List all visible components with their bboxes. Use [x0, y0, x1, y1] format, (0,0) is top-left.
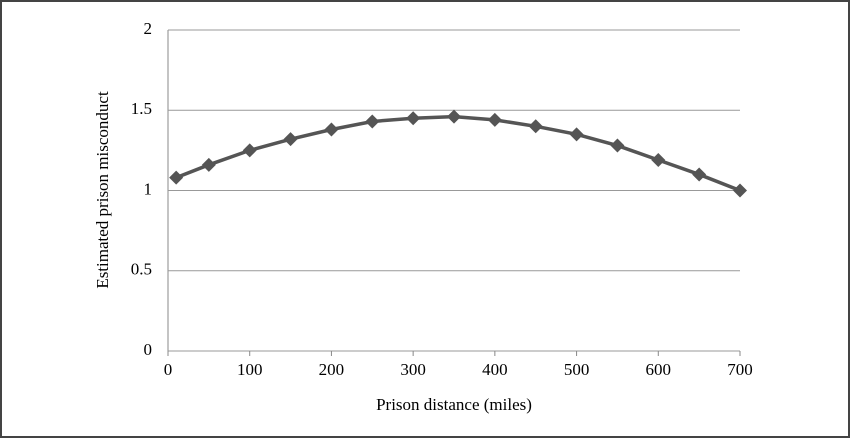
x-tick-label: 500: [564, 360, 590, 379]
x-tick-label: 400: [482, 360, 508, 379]
x-tick-label: 200: [319, 360, 345, 379]
y-axis-label: Estimated prison misconduct: [93, 91, 112, 289]
y-tick-label: 1.5: [131, 99, 152, 118]
marker: [324, 122, 339, 137]
y-tick-label: 1: [144, 179, 153, 198]
marker: [447, 109, 461, 124]
marker: [569, 127, 584, 142]
x-tick-label: 600: [646, 360, 672, 379]
marker: [528, 119, 543, 134]
x-axis-label: Prison distance (miles): [376, 395, 532, 414]
x-tick-label: 700: [727, 360, 753, 379]
y-tick-label: 0: [144, 340, 153, 359]
marker: [201, 157, 216, 172]
marker: [651, 153, 666, 168]
marker: [487, 112, 502, 127]
marker: [169, 170, 184, 185]
marker: [692, 167, 707, 182]
y-tick-label: 2: [144, 19, 153, 38]
x-tick-label: 100: [237, 360, 263, 379]
x-tick-label: 300: [400, 360, 426, 379]
marker: [406, 111, 421, 126]
marker: [283, 132, 298, 147]
x-tick-label: 0: [164, 360, 173, 379]
y-tick-label: 0.5: [131, 260, 152, 279]
marker: [242, 143, 257, 158]
marker: [733, 183, 747, 198]
marker: [365, 114, 380, 129]
marker: [610, 138, 625, 153]
